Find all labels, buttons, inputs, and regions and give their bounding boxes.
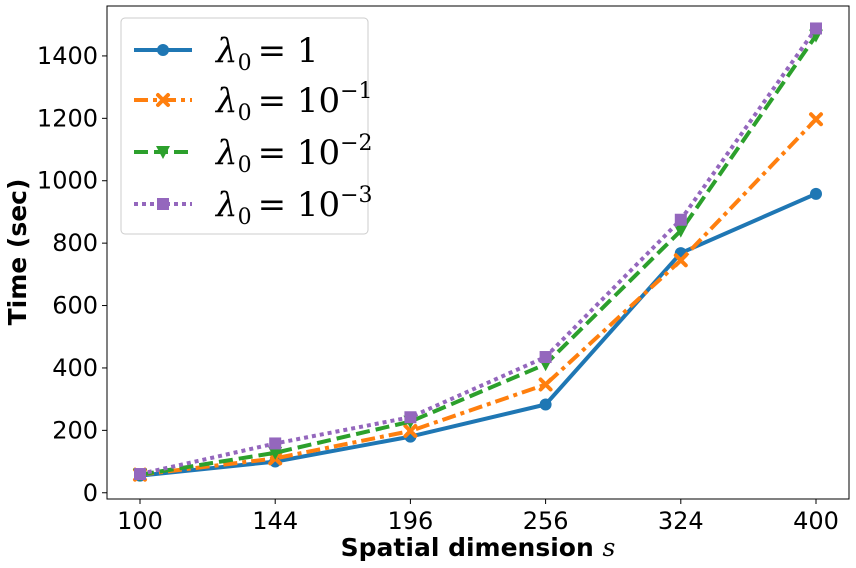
y-tick-label: 1200	[37, 104, 98, 132]
data-point	[403, 423, 418, 438]
legend-value: = 10	[258, 133, 341, 173]
legend-marker	[157, 198, 169, 210]
data-point	[268, 446, 283, 460]
series-layer	[133, 22, 823, 482]
y-tick-label: 0	[83, 479, 98, 507]
legend-entry-1: λ0 = 1	[134, 31, 319, 76]
legend-symbol: λ	[214, 185, 238, 225]
series-line	[139, 34, 818, 477]
y-tick-label: 400	[52, 354, 98, 382]
legend-exponent: −2	[340, 131, 372, 156]
series-line	[139, 27, 818, 476]
legend-entry-4: λ0 = 10−3	[134, 183, 373, 230]
x-tick-label: 100	[117, 507, 163, 535]
data-point	[134, 468, 146, 481]
legend-value: = 10	[258, 185, 341, 225]
plot-frame	[106, 5, 850, 500]
x-tick-label: 144	[252, 507, 298, 535]
x-axis-label: Spatial dimension s	[341, 533, 616, 562]
legend-subscript: 0	[238, 205, 252, 230]
legend-exponent: −3	[340, 183, 372, 208]
data-point	[404, 411, 417, 424]
legend-marker	[157, 44, 169, 56]
y-tick-label: 200	[52, 416, 98, 444]
data-point	[539, 398, 552, 411]
legend-marker	[156, 146, 170, 159]
legend-symbol: λ	[214, 81, 238, 121]
data-point	[673, 224, 688, 238]
legend-label: λ0 = 10−1	[214, 79, 373, 126]
legend-entry-2: λ0 = 10−1	[134, 79, 373, 126]
x-tick-label: 400	[793, 507, 839, 535]
series-4	[134, 22, 822, 481]
data-point	[269, 437, 282, 450]
y-axis-label: Time (sec)	[3, 179, 32, 326]
y-tick-label: 1400	[37, 42, 98, 70]
legend-symbol: λ	[214, 31, 238, 71]
legend: λ0 = 1λ0 = 10−1λ0 = 10−2λ0 = 10−3	[120, 17, 373, 235]
x-axis-label-variable: s	[603, 533, 616, 562]
y-tick-label: 800	[52, 229, 98, 257]
legend-label: λ0 = 10−3	[214, 183, 373, 230]
data-point	[673, 253, 688, 268]
legend-subscript: 0	[238, 51, 252, 76]
data-point	[539, 351, 552, 364]
legend-box	[120, 17, 369, 235]
series-line	[139, 117, 818, 477]
y-tick-label: 1000	[37, 167, 98, 195]
legend-marker	[156, 93, 170, 107]
legend-exponent: −1	[340, 79, 372, 104]
legend-value: = 1	[258, 31, 319, 71]
data-point	[809, 112, 823, 127]
legend-label: λ0 = 1	[214, 31, 319, 76]
x-axis: 100 144 196 256 324 400	[117, 499, 839, 535]
data-point	[538, 377, 553, 392]
x-axis-label-text: Spatial dimension	[341, 533, 594, 562]
x-tick-label: 196	[387, 507, 433, 535]
data-point	[810, 22, 822, 35]
x-tick-label: 324	[658, 507, 704, 535]
series-line	[139, 191, 817, 478]
y-tick-label: 600	[52, 292, 98, 320]
legend-entry-3: λ0 = 10−2	[134, 131, 373, 178]
x-tick-label: 256	[523, 507, 569, 535]
legend-label: λ0 = 10−2	[214, 131, 373, 178]
data-point	[810, 187, 822, 200]
y-axis: 0 200 400 600 800 1000 1200 1400	[37, 42, 107, 507]
legend-symbol: λ	[214, 133, 238, 173]
legend-value: = 10	[258, 81, 341, 121]
legend-subscript: 0	[238, 101, 252, 126]
legend-subscript: 0	[238, 153, 252, 178]
data-point	[674, 213, 687, 226]
